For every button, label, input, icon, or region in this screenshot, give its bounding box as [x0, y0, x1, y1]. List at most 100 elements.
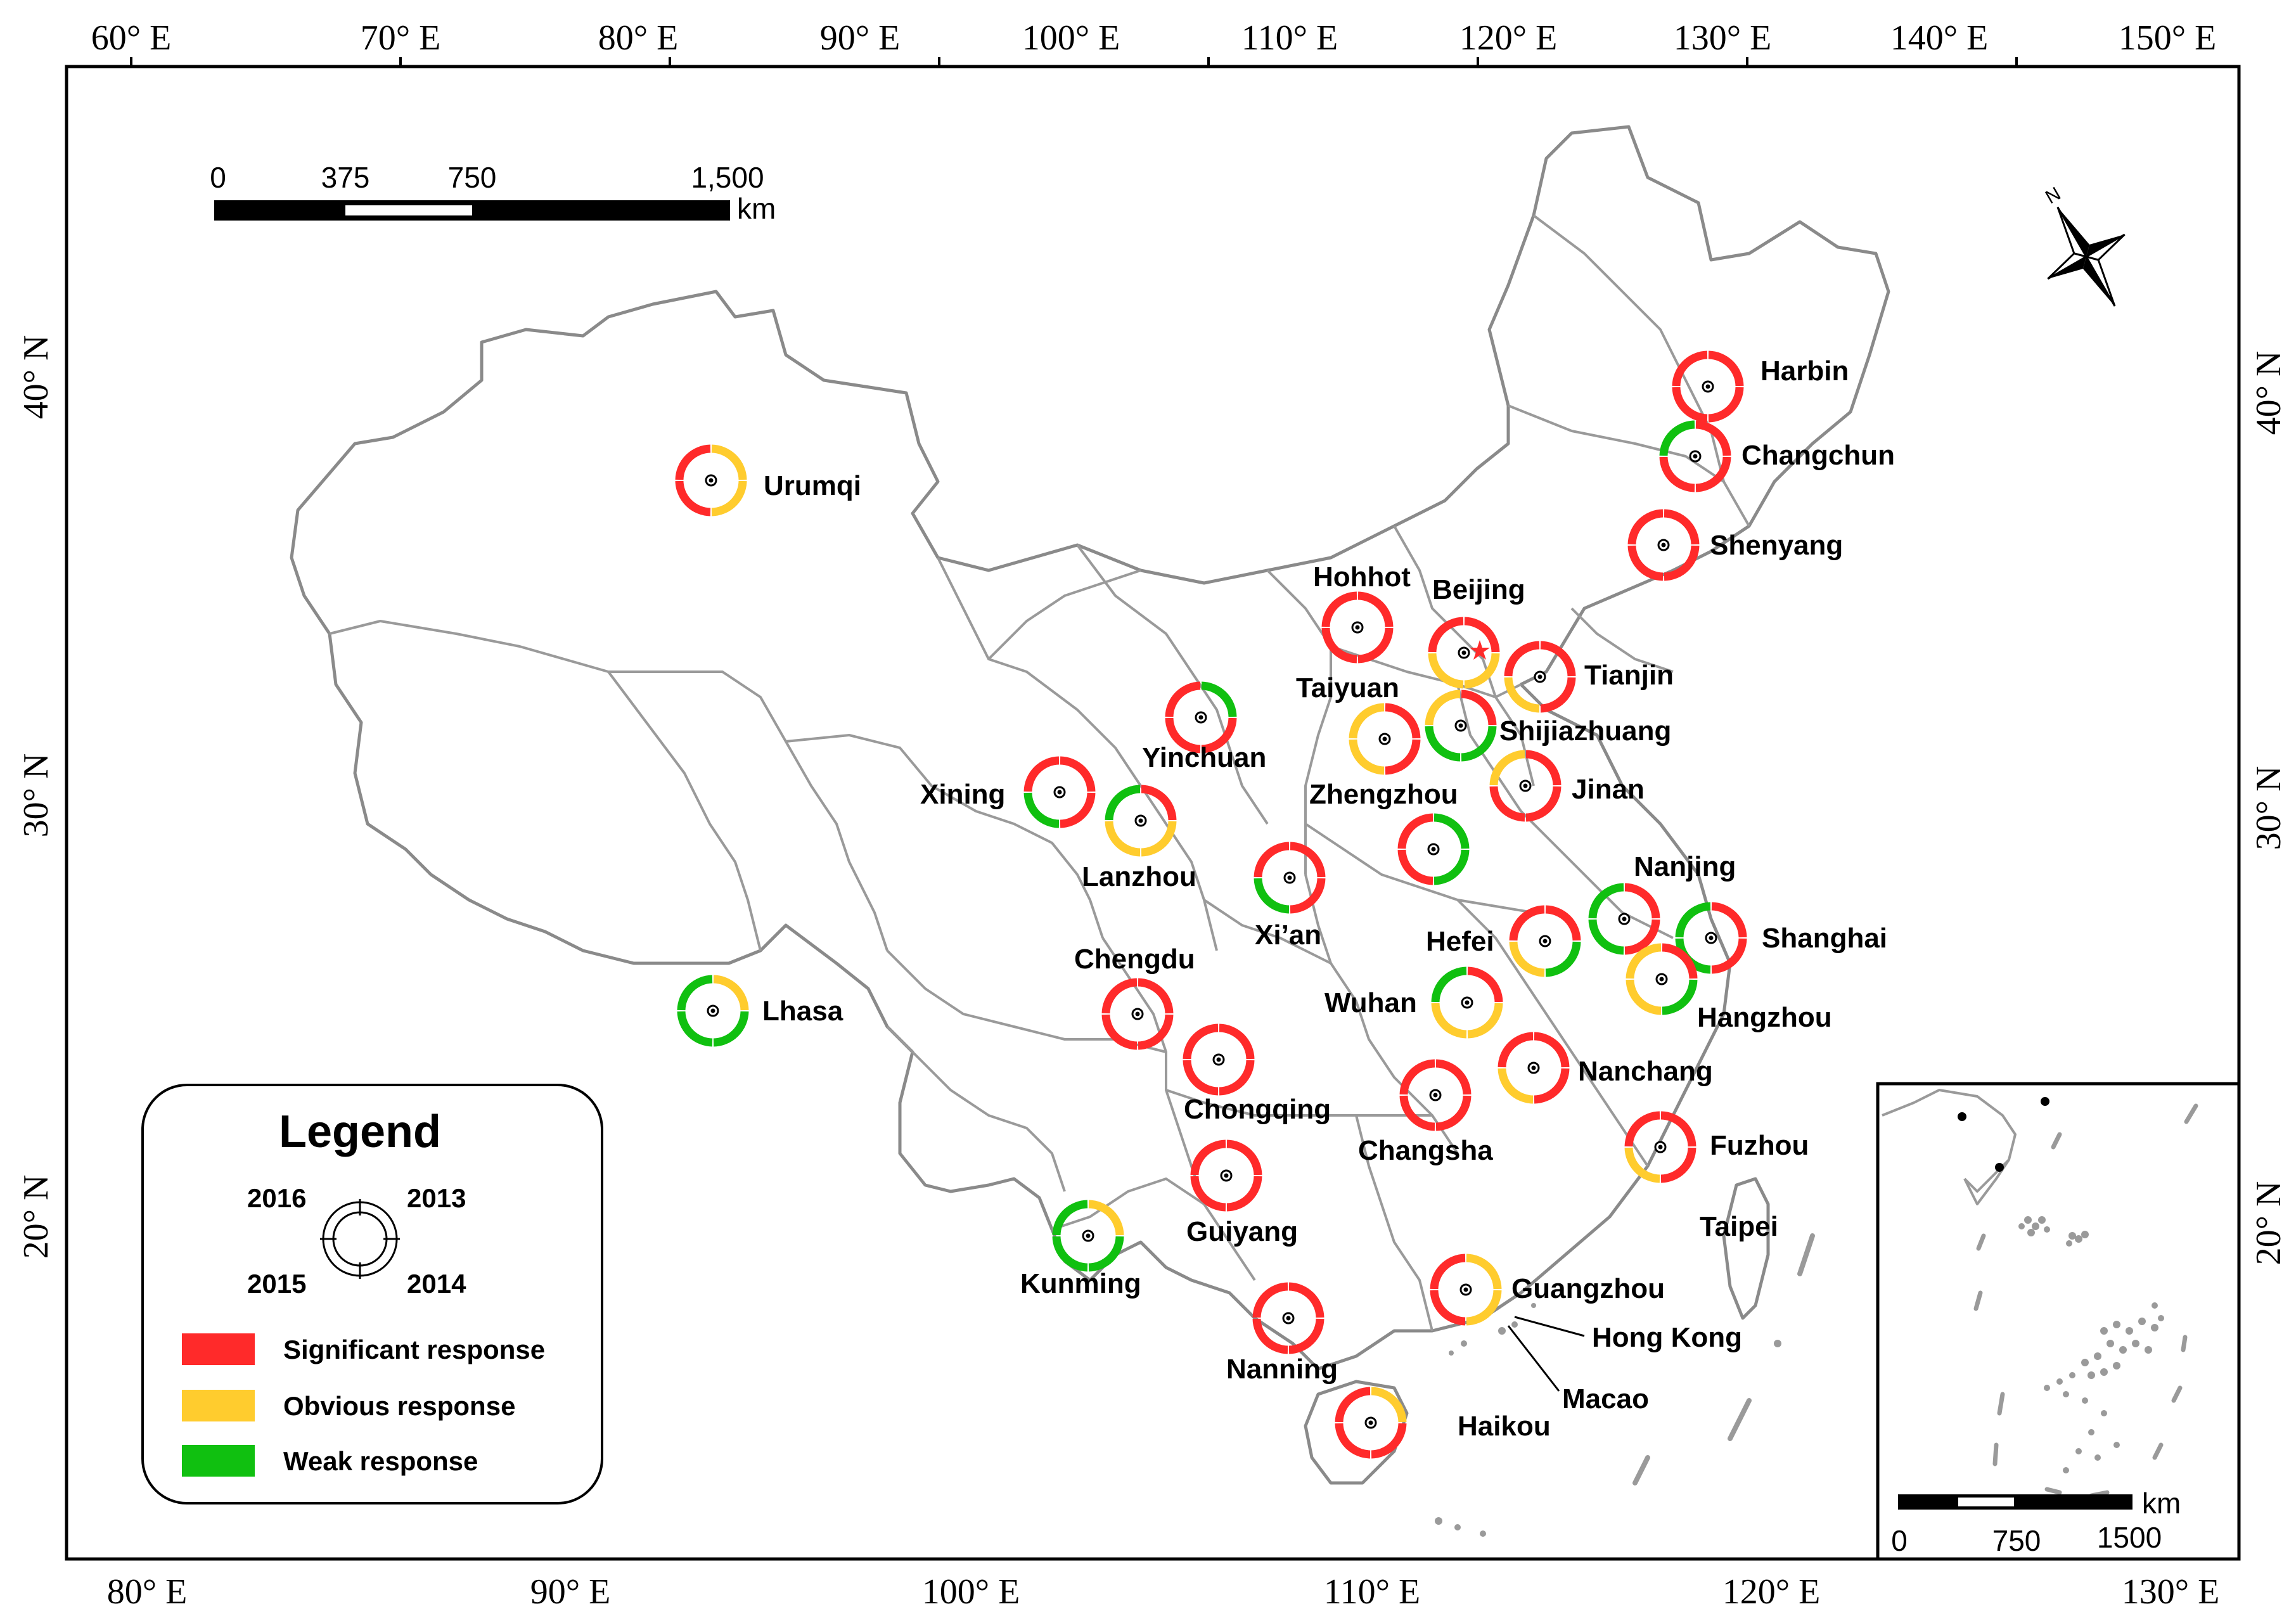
city-label-kunming: Kunming	[1020, 1268, 1141, 1299]
city-label-harbin: Harbin	[1760, 356, 1849, 387]
response-segment	[1664, 509, 1700, 545]
response-segment	[1321, 627, 1357, 664]
response-segment	[1138, 1014, 1174, 1050]
city-marker-xi-an	[1254, 842, 1326, 914]
response-segment	[1624, 919, 1660, 955]
city-label-wuhan: Wuhan	[1324, 987, 1417, 1018]
response-segment	[1430, 1254, 1466, 1290]
response-segment	[1489, 786, 1525, 822]
city-label-hangzhou: Hangzhou	[1697, 1002, 1832, 1033]
right-lat-label: 40° N	[2249, 351, 2288, 435]
response-segment	[1624, 1111, 1660, 1147]
response-segment	[1431, 966, 1467, 1003]
city-label-macao: Macao	[1562, 1383, 1649, 1415]
city-point-center	[1382, 736, 1387, 741]
city-label-xining: Xining	[920, 779, 1005, 810]
legend-swatch-weak	[182, 1445, 255, 1477]
city-marker-changsha	[1399, 1059, 1472, 1131]
city-point-center	[1355, 625, 1360, 630]
city-label-beijing: Beijing	[1432, 574, 1525, 605]
city-marker-beijing	[1428, 617, 1500, 689]
response-segment	[1627, 545, 1664, 581]
city-label-jinan: Jinan	[1572, 774, 1645, 805]
response-segment	[1088, 1200, 1124, 1236]
response-segment	[1183, 1023, 1219, 1060]
legend-title: Legend	[279, 1107, 441, 1157]
response-segment	[1190, 1176, 1226, 1212]
response-segment	[1397, 849, 1433, 885]
response-segment	[1464, 617, 1500, 653]
response-segment	[1624, 883, 1660, 919]
response-segment	[1660, 1147, 1696, 1183]
response-segment	[1425, 726, 1461, 762]
top-lon-label: 110° E	[1241, 18, 1338, 58]
city-marker-taiyuan	[1349, 703, 1421, 775]
legend-year-2015: 2015	[247, 1269, 306, 1299]
city-point-center	[1622, 916, 1627, 921]
nine-dash-line	[1632, 1233, 1815, 1485]
response-segment	[713, 1011, 749, 1047]
left-latitude-axis: 40° N 30° N 20° N	[16, 335, 56, 1259]
response-segment	[1525, 750, 1562, 786]
right-lat-label: 20° N	[2249, 1181, 2288, 1266]
city-label-nanchang: Nanchang	[1578, 1056, 1713, 1087]
response-segment	[1105, 821, 1141, 857]
response-segment	[1335, 1423, 1371, 1459]
bottom-lon-label: 80° E	[107, 1572, 188, 1612]
city-point-center	[1287, 875, 1292, 880]
bottom-lon-label: 130° E	[2122, 1572, 2220, 1612]
response-segment	[1708, 387, 1744, 423]
response-segment	[1357, 591, 1394, 627]
response-segment	[1708, 350, 1744, 387]
response-segment	[711, 444, 747, 480]
city-label-zhengzhou: Zhengzhou	[1309, 779, 1458, 810]
city-label-guangzhou: Guangzhou	[1511, 1273, 1665, 1304]
city-marker-guangzhou	[1430, 1254, 1502, 1326]
map-frame	[65, 65, 2241, 1561]
top-lon-label: 70° E	[361, 18, 441, 58]
response-segment	[1397, 813, 1433, 849]
response-segment	[1060, 792, 1096, 828]
response-segment	[1371, 1387, 1407, 1423]
response-segment	[677, 1011, 713, 1047]
top-lon-label: 80° E	[598, 18, 679, 58]
city-labels: Harbin Changchun Shenyang Urumqi Hohhot …	[762, 356, 1895, 1442]
coastal-islands	[1435, 1303, 1781, 1537]
city-point-center	[1537, 674, 1542, 679]
scale-tick: 1,500	[691, 161, 764, 194]
response-segment	[1498, 1032, 1534, 1068]
city-label-hohhot: Hohhot	[1313, 561, 1411, 593]
response-segment	[1183, 1060, 1219, 1096]
response-segment	[1588, 883, 1624, 919]
city-point-center	[1659, 977, 1664, 982]
left-lat-label: 40° N	[16, 335, 56, 420]
response-segment	[1052, 1200, 1088, 1236]
city-label-chongqing: Chongqing	[1184, 1094, 1331, 1125]
response-segment	[1626, 943, 1662, 979]
response-segment	[1433, 849, 1470, 885]
top-lon-label: 60° E	[91, 18, 172, 58]
city-marker-shijiazhuang	[1425, 690, 1497, 762]
city-point-center	[709, 478, 714, 483]
city-point-center	[1433, 1093, 1438, 1098]
top-lon-label: 150° E	[2119, 18, 2217, 58]
response-segment	[1430, 1290, 1466, 1326]
top-lon-label: 100° E	[1022, 18, 1120, 58]
bottom-lon-label: 120° E	[1722, 1572, 1821, 1612]
response-segment	[1466, 1290, 1502, 1326]
city-marker-lanzhou	[1105, 785, 1177, 857]
city-point-center	[1431, 847, 1436, 852]
response-segment	[1664, 545, 1700, 581]
response-segment	[1349, 739, 1385, 775]
city-label-guiyang: Guiyang	[1186, 1216, 1298, 1247]
response-segment	[1540, 641, 1576, 677]
city-label-taipei: Taipei	[1700, 1211, 1778, 1242]
city-marker-jinan	[1489, 750, 1562, 822]
scale-unit: km	[737, 192, 776, 225]
top-lon-label: 120° E	[1459, 18, 1558, 58]
response-segment	[1165, 681, 1201, 717]
response-segment	[1467, 1003, 1503, 1039]
bottom-lon-label: 90° E	[530, 1572, 611, 1612]
city-point-center	[1198, 715, 1203, 720]
